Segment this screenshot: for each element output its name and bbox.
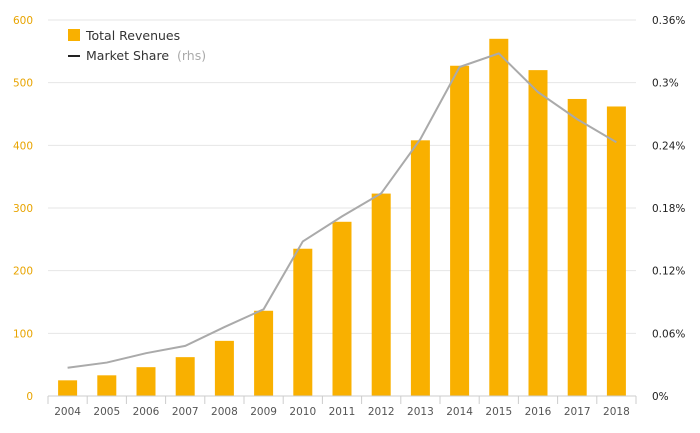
revenue-bar bbox=[136, 367, 156, 396]
market-share-points bbox=[67, 53, 617, 368]
x-tick-label: 2008 bbox=[211, 406, 238, 418]
x-tick-label: 2012 bbox=[368, 406, 395, 418]
left-axis-tick-label: 100 bbox=[13, 328, 33, 340]
revenue-bar bbox=[332, 221, 352, 396]
revenue-bar bbox=[489, 38, 509, 397]
revenue-bar bbox=[371, 193, 391, 396]
x-axis-separators bbox=[47, 396, 637, 404]
revenue-bar bbox=[606, 106, 626, 396]
x-tick-label: 2015 bbox=[485, 406, 512, 418]
x-tick-label: 2007 bbox=[172, 406, 199, 418]
legend-market-share-text: Market Share bbox=[86, 48, 169, 63]
revenue-bar bbox=[528, 70, 548, 396]
left-axis-tick-label: 400 bbox=[13, 140, 33, 152]
revenue-bar bbox=[175, 357, 195, 396]
legend-label-revenues: Total Revenues bbox=[85, 28, 180, 43]
left-axis-tick-label: 0 bbox=[26, 391, 33, 403]
revenue-bar bbox=[254, 310, 274, 396]
x-tick-label: 2011 bbox=[329, 406, 356, 418]
legend: Total Revenues Market Share (rhs) bbox=[68, 28, 206, 63]
revenue-bar bbox=[450, 65, 470, 396]
x-axis-ticks: 2004 2005 2006 2007 2008 2009 2010 2011 2012 2013… bbox=[54, 406, 630, 418]
x-tick-label: 2018 bbox=[603, 406, 630, 418]
right-axis-tick-label: 0.12% bbox=[652, 266, 685, 278]
x-tick-label: 2013 bbox=[407, 406, 434, 418]
right-axis-tick-label: 0.36% bbox=[652, 15, 685, 27]
revenue-bars bbox=[58, 38, 626, 397]
legend-rhs-note: (rhs) bbox=[177, 48, 206, 63]
left-axis-ticks: 0 100 200 300 400 500 600 bbox=[13, 15, 33, 403]
x-tick-label: 2016 bbox=[525, 406, 552, 418]
left-axis-tick-label: 200 bbox=[13, 266, 33, 278]
revenue-bar bbox=[293, 248, 313, 396]
left-axis-tick-label: 500 bbox=[13, 78, 33, 90]
x-tick-label: 2004 bbox=[54, 406, 81, 418]
x-tick-label: 2009 bbox=[250, 406, 277, 418]
right-axis-tick-label: 0.3% bbox=[652, 78, 679, 90]
revenue-bar bbox=[410, 140, 430, 396]
x-tick-label: 2006 bbox=[133, 406, 160, 418]
right-axis-tick-label: 0.18% bbox=[652, 203, 685, 215]
revenue-bar bbox=[214, 340, 234, 396]
x-tick-label: 2014 bbox=[446, 406, 473, 418]
left-axis-tick-label: 600 bbox=[13, 15, 33, 27]
revenue-bar bbox=[567, 98, 587, 397]
left-axis-tick-label: 300 bbox=[13, 203, 33, 215]
x-tick-label: 2010 bbox=[289, 406, 316, 418]
right-axis-tick-label: 0% bbox=[652, 391, 669, 403]
right-axis-ticks: 0% 0.06% 0.12% 0.18% 0.24% 0.3% 0.36% bbox=[652, 15, 685, 403]
right-axis-tick-label: 0.06% bbox=[652, 328, 685, 340]
legend-label-market-share: Market Share (rhs) bbox=[86, 48, 206, 63]
legend-swatch-revenues bbox=[68, 29, 80, 41]
revenue-bar bbox=[97, 375, 117, 396]
right-axis-tick-label: 0.24% bbox=[652, 140, 685, 152]
x-tick-label: 2017 bbox=[564, 406, 591, 418]
x-tick-label: 2005 bbox=[93, 406, 120, 418]
revenue-bar bbox=[58, 380, 78, 396]
